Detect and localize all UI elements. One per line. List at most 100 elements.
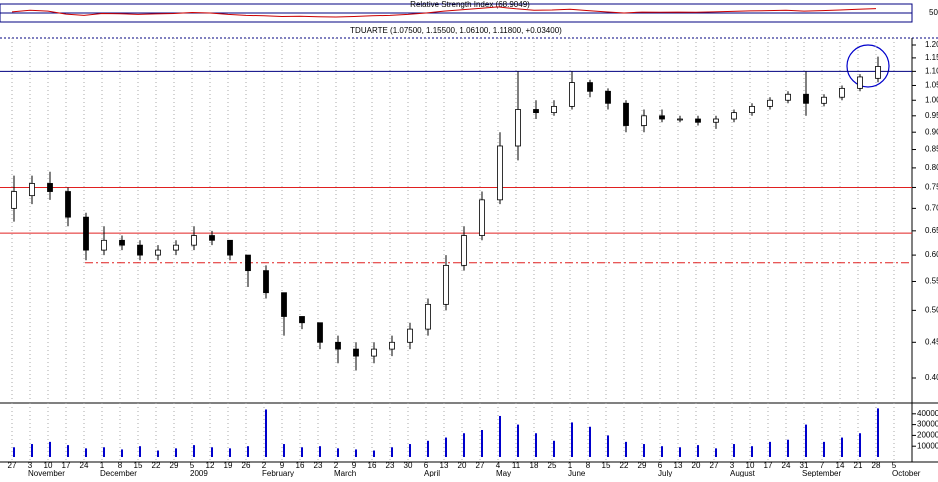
x-tick-label: 19 [224, 461, 233, 470]
x-tick-label: 7 [820, 461, 825, 470]
candle-body [695, 118, 701, 123]
candle-body [587, 82, 593, 92]
volume-bar [445, 437, 447, 457]
x-tick-label: 8 [118, 461, 123, 470]
candle-body [29, 183, 35, 197]
candle-body [569, 82, 575, 107]
volume-bar [823, 441, 825, 457]
candle-body [137, 244, 143, 256]
x-tick-label: 9 [280, 461, 285, 470]
volume-bar [841, 437, 843, 457]
volume-bar [193, 445, 195, 457]
y-tick-label: 0.65 [925, 226, 938, 235]
volume-bar [409, 444, 411, 457]
x-tick-label: 5 [190, 461, 195, 470]
chart-title: TDUARTE (1.07500, 1.15500, 1.06100, 1.11… [350, 26, 562, 35]
candle-body [353, 348, 359, 357]
volume-bar [85, 448, 87, 457]
volume-bar [571, 422, 573, 457]
y-tick-label: 1.00 [925, 95, 938, 104]
x-tick-label: 14 [836, 461, 845, 470]
y-tick-label: 0.95 [925, 111, 938, 120]
volume-bar [733, 444, 735, 457]
candle-body [407, 328, 413, 343]
volume-bar [211, 447, 213, 457]
volume-bar [769, 441, 771, 457]
candle-body [515, 109, 521, 147]
month-label: March [334, 469, 356, 477]
candle-body [281, 292, 287, 317]
volume-bar [499, 415, 501, 457]
volume-bar [661, 446, 663, 457]
candle-body [227, 239, 233, 256]
volume-tick-label: 40000 [917, 409, 938, 418]
candle-body [335, 341, 341, 350]
x-tick-label: 27 [8, 461, 17, 470]
x-tick-label: 15 [134, 461, 143, 470]
x-tick-label: 6 [658, 461, 663, 470]
candle-body [371, 348, 377, 357]
candle-body [479, 199, 485, 236]
candle-body [209, 235, 215, 241]
volume-bar [697, 445, 699, 457]
x-tick-label: 10 [746, 461, 755, 470]
y-tick-label: 1.10 [925, 66, 938, 75]
volume-bar [391, 447, 393, 457]
volume-bar [427, 440, 429, 457]
volume-bar [859, 433, 861, 457]
candle-body [443, 264, 449, 305]
candle-body [767, 99, 773, 107]
x-tick-label: 12 [206, 461, 215, 470]
month-label: February [262, 469, 294, 477]
x-tick-label: 15 [602, 461, 611, 470]
x-tick-label: 28 [872, 461, 881, 470]
x-tick-label: 21 [854, 461, 863, 470]
candle-body [173, 244, 179, 251]
y-tick-label: 0.50 [925, 305, 938, 314]
y-tick-label: 0.90 [925, 127, 938, 136]
rsi-label: Relative Strength Index (68.9049) [410, 0, 530, 9]
y-tick-label: 1.20 [925, 40, 938, 49]
candle-body [533, 109, 539, 114]
x-tick-label: 3 [28, 461, 33, 470]
candle-body [731, 112, 737, 120]
volume-bar [31, 444, 33, 457]
candle-body [857, 76, 863, 89]
volume-bar [319, 446, 321, 457]
candle-body [785, 93, 791, 101]
x-tick-label: 1 [568, 461, 573, 470]
month-label: December [100, 469, 137, 477]
candle-body [677, 118, 683, 121]
volume-bar [643, 444, 645, 457]
candle-body [101, 239, 107, 251]
x-tick-label: 4 [496, 461, 501, 470]
x-tick-label: 20 [458, 461, 467, 470]
candle-body [641, 115, 647, 126]
candle-body [803, 93, 809, 104]
month-label: July [658, 469, 672, 477]
candle-body [749, 105, 755, 114]
candle-body [191, 235, 197, 246]
volume-bar [355, 449, 357, 457]
volume-bar [157, 450, 159, 457]
y-tick-label: 0.45 [925, 337, 938, 346]
rsi-tick-label: 50 [929, 8, 938, 17]
x-tick-label: 24 [782, 461, 791, 470]
candle-body [425, 303, 431, 330]
candle-body [263, 270, 269, 294]
volume-bar [121, 449, 123, 457]
month-label: August [730, 469, 756, 477]
x-tick-label: 6 [424, 461, 429, 470]
volume-bar [13, 447, 15, 457]
candle-body [47, 183, 53, 192]
x-tick-label: 10 [44, 461, 53, 470]
volume-bar [463, 433, 465, 457]
volume-bar [247, 446, 249, 457]
x-tick-label: 29 [638, 461, 647, 470]
volume-bar [517, 424, 519, 457]
x-tick-label: 16 [296, 461, 305, 470]
y-tick-label: 0.40 [925, 373, 938, 382]
volume-bar [877, 408, 879, 457]
volume-tick-label: 20000 [917, 431, 938, 440]
